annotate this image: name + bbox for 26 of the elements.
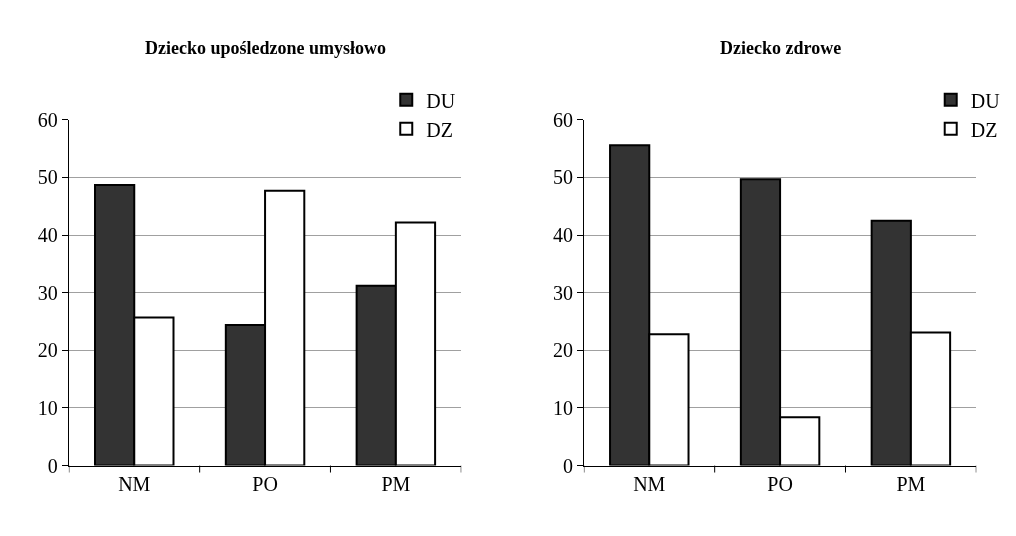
y-tick-label: 60 — [37, 108, 58, 131]
y-tick-label: 50 — [37, 166, 58, 189]
y-tick-label: 20 — [552, 339, 573, 362]
legend-label: DU — [426, 89, 456, 112]
chart-title: Dziecko zdrowe — [720, 38, 842, 58]
y-tick-label: 60 — [552, 108, 573, 131]
y-tick-label: 0 — [562, 454, 573, 477]
y-tick-label: 40 — [37, 224, 58, 247]
y-tick-label: 10 — [37, 396, 58, 419]
y-tick-label: 0 — [47, 454, 58, 477]
legend-label: DZ — [970, 118, 998, 141]
y-tick-label: 10 — [552, 396, 573, 419]
y-tick-label: 20 — [37, 339, 58, 362]
y-tick-label: 30 — [552, 281, 573, 304]
y-tick-label: 40 — [552, 224, 573, 247]
chart-title: Dziecko upośledzone umysłowo — [145, 38, 387, 58]
x-tick-label: NM — [633, 472, 666, 495]
y-tick-label: 30 — [37, 281, 58, 304]
x-tick-label: NM — [118, 472, 151, 495]
legend-label: DU — [970, 89, 1001, 112]
y-tick-label: 50 — [552, 166, 573, 189]
x-tick-label: PM — [381, 472, 411, 495]
x-tick-label: PO — [767, 472, 793, 495]
x-tick-label: PO — [252, 472, 278, 495]
x-tick-label: PM — [896, 472, 926, 495]
legend-label: DZ — [426, 118, 453, 141]
